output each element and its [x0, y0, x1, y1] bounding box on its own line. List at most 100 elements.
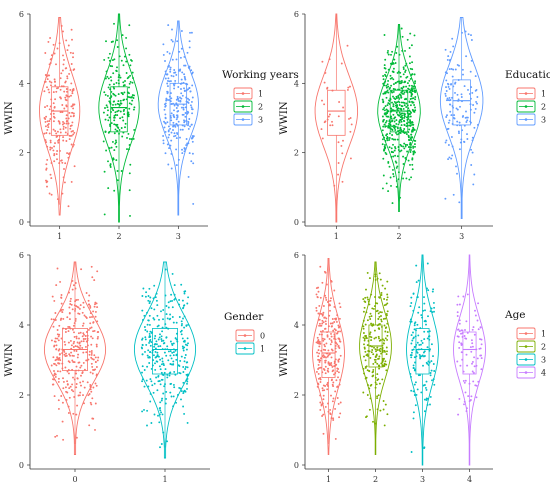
- data-point: [172, 354, 175, 357]
- data-point: [90, 350, 93, 352]
- legend-key-dot: [243, 347, 247, 350]
- data-point: [402, 163, 405, 165]
- data-point: [323, 270, 326, 273]
- data-point: [404, 64, 407, 67]
- data-point: [362, 391, 365, 394]
- data-point: [383, 149, 385, 152]
- data-point: [453, 117, 456, 120]
- data-point: [152, 317, 155, 320]
- data-point: [382, 82, 385, 85]
- data-point: [107, 109, 109, 112]
- data-point: [71, 368, 74, 371]
- data-point: [146, 409, 149, 412]
- data-point: [184, 366, 187, 368]
- data-point: [94, 361, 97, 363]
- data-point: [390, 155, 393, 158]
- data-point: [105, 70, 108, 73]
- data-point: [180, 78, 183, 81]
- data-point: [469, 346, 472, 349]
- data-point: [427, 289, 430, 292]
- data-point: [57, 399, 60, 402]
- data-point: [166, 90, 169, 93]
- data-point: [89, 401, 92, 404]
- data-point: [145, 379, 148, 382]
- data-point: [76, 341, 79, 344]
- data-point: [321, 415, 324, 417]
- y-tick-label: 2: [19, 149, 24, 158]
- data-point: [71, 145, 74, 148]
- data-point: [68, 72, 71, 75]
- data-point: [410, 176, 413, 179]
- data-point: [150, 422, 153, 424]
- data-point: [403, 147, 406, 150]
- data-point: [174, 297, 177, 300]
- data-point: [402, 107, 405, 110]
- data-point: [337, 368, 340, 370]
- data-point: [54, 337, 57, 340]
- data-point: [172, 75, 175, 78]
- data-point: [63, 168, 65, 170]
- data-point: [410, 351, 413, 354]
- data-point: [108, 52, 111, 55]
- data-point: [85, 351, 88, 354]
- data-point: [390, 115, 393, 118]
- data-point: [468, 382, 471, 385]
- data-point: [181, 322, 183, 325]
- data-point: [92, 358, 95, 361]
- x-tick-label: 4: [467, 475, 472, 484]
- data-point: [391, 63, 394, 66]
- data-point: [69, 88, 72, 91]
- data-point: [69, 51, 72, 54]
- data-point: [53, 374, 56, 377]
- data-point: [425, 380, 428, 383]
- data-point: [81, 346, 84, 349]
- data-point: [148, 362, 151, 364]
- data-point: [327, 402, 329, 405]
- data-point: [413, 346, 416, 348]
- points-1: [315, 265, 342, 440]
- data-point: [405, 125, 408, 128]
- data-point: [385, 108, 388, 111]
- data-point: [70, 344, 73, 347]
- legend-label-3: 3: [541, 116, 546, 125]
- data-point: [109, 88, 112, 91]
- data-point: [326, 369, 329, 372]
- data-point: [183, 150, 186, 153]
- data-point: [342, 106, 345, 109]
- data-point: [326, 118, 329, 121]
- data-point: [386, 139, 389, 142]
- data-point: [183, 356, 186, 359]
- data-point: [386, 331, 389, 334]
- data-point: [89, 322, 92, 325]
- data-point: [114, 139, 117, 142]
- data-point: [319, 381, 322, 383]
- data-point: [409, 143, 412, 146]
- data-point: [326, 383, 329, 386]
- data-point: [470, 39, 473, 41]
- points-3: [409, 262, 436, 453]
- data-point: [61, 352, 64, 355]
- data-point: [144, 350, 146, 353]
- data-point: [190, 123, 193, 126]
- data-point: [471, 342, 474, 345]
- data-point: [167, 77, 170, 80]
- data-point: [322, 398, 325, 401]
- data-point: [64, 331, 67, 333]
- data-point: [428, 335, 431, 338]
- data-point: [62, 327, 65, 330]
- data-point: [403, 91, 406, 94]
- data-point: [467, 88, 469, 91]
- data-point: [416, 341, 419, 344]
- data-point: [169, 371, 172, 374]
- data-point: [384, 73, 386, 76]
- data-point: [319, 376, 322, 379]
- data-point: [457, 130, 460, 133]
- data-point: [445, 99, 448, 102]
- data-point: [318, 324, 321, 327]
- data-point: [180, 92, 183, 95]
- data-point: [169, 391, 172, 394]
- data-point: [50, 113, 52, 115]
- data-point: [425, 388, 428, 391]
- data-point: [175, 114, 178, 117]
- data-point: [162, 318, 164, 321]
